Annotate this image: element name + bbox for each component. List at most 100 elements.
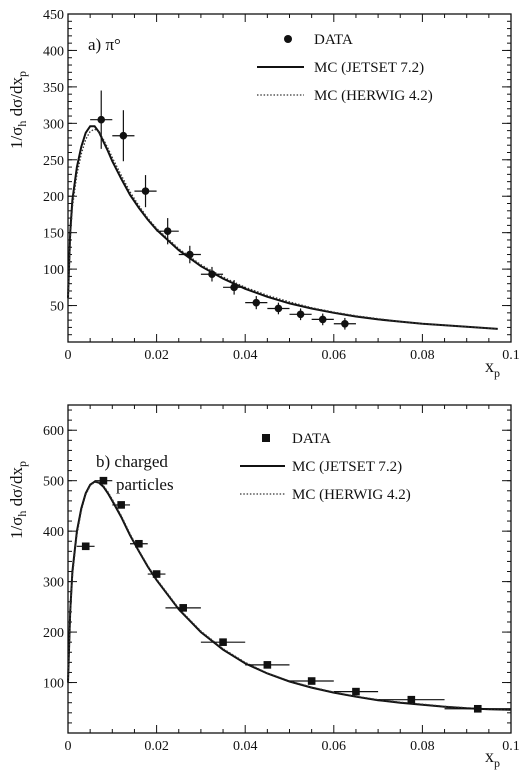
y-tick-label: 400 [43,525,64,540]
x-tick-label: 0.04 [233,348,258,363]
data-point [147,570,166,578]
x-tick-label: 0 [65,348,72,363]
data-point [289,308,312,321]
circle-marker [97,115,106,124]
circle-marker [141,187,150,195]
data-point [289,677,334,685]
data-point [178,245,201,264]
panel-b-charged: 0 0.02 0.04 0.06 0.08 0.1 100 200 300 400 500 600 b… [7,404,519,770]
panel-a-points [90,90,356,330]
circle-marker [252,298,261,307]
panel-b-points [76,476,511,713]
y-tick-label: 200 [43,626,64,641]
legend-b-data-marker [262,434,270,442]
legend-b-herwig-label: MC (HERWIG 4.2) [292,487,411,503]
data-point [223,280,246,295]
x-tick-label: 0 [65,739,72,754]
data-point [156,218,179,245]
data-point [200,266,224,282]
data-point [245,296,268,310]
y-tick-label: 500 [43,475,64,490]
x-tick-label: 0.06 [322,348,347,363]
x-tick-label: 0.04 [233,739,258,754]
data-point [76,542,95,551]
square-marker [263,661,272,669]
jetset-curve [67,480,512,711]
square-marker [407,695,416,704]
circle-marker [296,310,305,319]
y-tick-label: 450 [43,8,64,23]
panel-b-curves [67,480,512,711]
legend-a-jetset-label: MC (JETSET 7.2) [314,60,424,76]
data-point [378,695,445,704]
y-tick-label: 350 [43,81,64,96]
panel-b-ticks: 0 0.02 0.04 0.06 0.08 0.1 100 200 300 400 500 600 [43,405,519,754]
data-point [134,175,157,208]
data-point [200,638,246,646]
herwig-curve [67,481,512,711]
data-point [165,604,201,612]
square-marker [117,501,125,509]
x-tick-label: 0.1 [502,348,519,363]
y-tick-label: 150 [43,227,64,242]
legend-a-herwig-label: MC (HERWIG 4.2) [314,88,433,104]
y-tick-label: 50 [50,300,64,315]
panel-b-xlabel: xp [485,746,500,770]
y-tick-label: 600 [43,424,64,439]
legend-a-data-label: DATA [314,32,353,48]
x-tick-label: 0.08 [410,348,435,363]
data-point [245,661,290,669]
data-point [90,90,113,149]
data-point [130,539,148,548]
square-marker [135,539,143,548]
circle-marker [230,283,238,292]
panel-a-curves [67,125,498,330]
panel-a-ticks: 0 0.02 0.04 0.06 0.08 0.1 50 100 150 200 250 300 350… [43,8,519,363]
panel-a-pi0: 0 0.02 0.04 0.06 0.08 0.1 50 100 150 200 250 300 350… [7,8,519,380]
data-point [333,317,356,330]
circle-marker [341,319,349,328]
x-tick-label: 0.02 [144,348,169,363]
y-tick-label: 100 [43,677,64,692]
panel-b-legend: DATA MC (JETSET 7.2) MC (HERWIG 4.2) [240,431,411,503]
y-tick-label: 300 [43,117,64,132]
square-marker [99,476,108,485]
panel-a-xlabel: xp [485,356,500,380]
legend-b-data-label: DATA [292,431,331,447]
x-tick-label: 0.1 [502,739,519,754]
square-marker [307,677,316,685]
legend-a-data-marker [284,35,292,43]
data-point [444,704,511,713]
y-tick-label: 250 [43,154,64,169]
square-marker [81,542,90,551]
panel-b-label-line1: b) charged [96,452,168,471]
y-tick-label: 400 [43,44,64,59]
square-marker [219,638,227,646]
legend-b-jetset-label: MC (JETSET 7.2) [292,459,402,475]
data-point [112,501,131,509]
panel-a-frame [67,13,512,343]
data-point [311,313,334,326]
x-tick-label: 0.06 [322,739,347,754]
circle-marker [119,131,128,140]
square-marker [152,570,161,578]
panel-b-label-line2: particles [116,475,174,494]
y-tick-label: 300 [43,576,64,591]
square-marker [179,604,187,612]
data-point [94,476,113,485]
circle-marker [186,250,194,259]
y-tick-label: 100 [43,263,64,278]
herwig-curve [67,128,498,330]
circle-marker [274,304,283,313]
panel-b-ylabel: 1/σh dσ/dxp [7,461,29,539]
square-marker [352,687,360,696]
panel-a-ylabel: 1/σh dσ/dxp [7,71,29,149]
square-marker [473,704,482,713]
panel-a-label: a) π° [88,35,121,54]
circle-marker [318,315,327,324]
y-tick-label: 200 [43,190,64,205]
data-point [333,687,379,696]
x-tick-label: 0.08 [410,739,435,754]
data-point [267,302,290,315]
